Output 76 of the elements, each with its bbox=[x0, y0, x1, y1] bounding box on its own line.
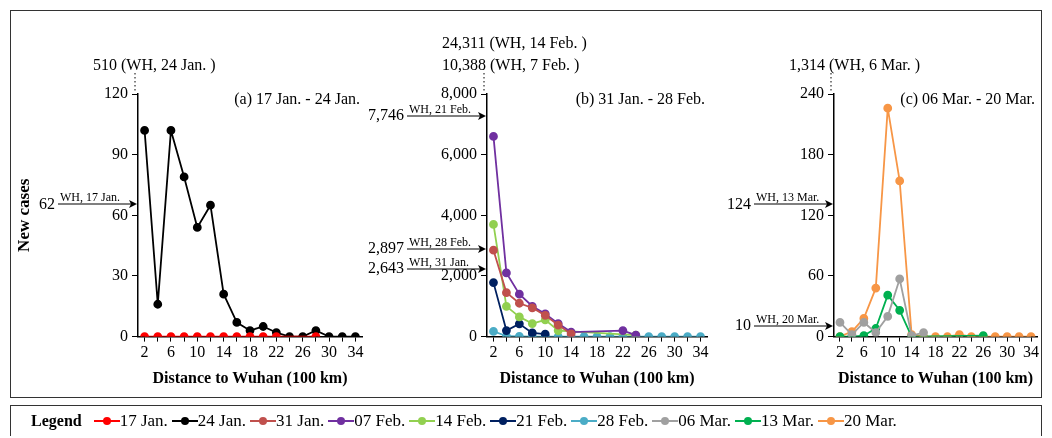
legend-label: 06 Mar. bbox=[678, 411, 732, 431]
x-tick-label: 2 bbox=[489, 343, 498, 361]
x-tick-label: 26 bbox=[640, 343, 657, 361]
y-tick-label: 0 bbox=[816, 326, 824, 344]
legend-label: 07 Feb. bbox=[354, 411, 406, 431]
x-tick-label: 34 bbox=[347, 343, 364, 361]
x-tick-label: 6 bbox=[515, 343, 524, 361]
y-tick-label: 8,000 bbox=[441, 84, 477, 102]
text: 7,746 bbox=[368, 106, 404, 124]
text: WH, 17 Jan. bbox=[60, 190, 120, 205]
x-tick-label: 2 bbox=[140, 343, 149, 361]
text: WH, 28 Feb. bbox=[409, 234, 471, 249]
text: WH, 20 Mar. bbox=[756, 311, 820, 326]
y-tick-label: 240 bbox=[800, 84, 824, 102]
x-tick-label: 2 bbox=[835, 343, 844, 361]
chart-title: (b) 31 Jan. - 28 Feb. bbox=[575, 90, 705, 109]
y-tick-label: 30 bbox=[112, 266, 128, 284]
y-tick-label: 2,000 bbox=[441, 266, 477, 284]
text: 2,897 bbox=[368, 238, 404, 256]
chart-title: (a) 17 Jan. - 24 Jan. bbox=[234, 90, 360, 109]
y-tick-label: 60 bbox=[808, 266, 824, 284]
chart-title: (c) 06 Mar. - 20 Mar. bbox=[900, 90, 1035, 109]
y-tick-label: 4,000 bbox=[441, 205, 477, 223]
x-tick-label: 22 bbox=[951, 343, 968, 361]
legend-label: 21 Feb. bbox=[516, 411, 568, 431]
x-tick-label: 14 bbox=[563, 343, 580, 361]
x-tick-label: 10 bbox=[537, 343, 554, 361]
text: WH, 13 Mar. bbox=[756, 190, 820, 205]
y-tick-label: 90 bbox=[112, 144, 128, 162]
x-tick-label: 26 bbox=[294, 343, 311, 361]
x-axis-title: Distance to Wuhan (100 km) bbox=[152, 368, 348, 387]
text: 62 bbox=[39, 194, 55, 212]
legend-label: 20 Mar. bbox=[843, 411, 897, 431]
x-axis-title: Distance to Wuhan (100 km) bbox=[838, 368, 1033, 387]
legend-label: 17 Jan. bbox=[119, 411, 168, 431]
text: WH, 31 Jan. bbox=[409, 254, 469, 269]
legend-label: 13 Mar. bbox=[761, 411, 814, 431]
x-tick-label: 10 bbox=[189, 343, 206, 361]
text: WH, 21 Feb. bbox=[409, 102, 471, 116]
text: 24,311 (WH, 14 Feb. ) bbox=[442, 34, 587, 52]
x-tick-label: 6 bbox=[166, 343, 175, 361]
x-tick-label: 18 bbox=[927, 343, 944, 361]
text: 124 bbox=[727, 194, 751, 212]
text: 2,643 bbox=[368, 258, 404, 276]
y-tick-label: 180 bbox=[800, 144, 824, 162]
y-axis-title: New cases bbox=[13, 178, 33, 252]
x-tick-label: 34 bbox=[1023, 343, 1040, 361]
x-tick-label: 30 bbox=[666, 343, 683, 361]
x-tick-label: 18 bbox=[589, 343, 605, 361]
y-tick-label: 0 bbox=[120, 326, 128, 344]
y-tick-label: 6,000 bbox=[441, 144, 477, 162]
x-tick-label: 14 bbox=[903, 343, 920, 361]
x-tick-label: 22 bbox=[268, 343, 285, 361]
x-tick-label: 34 bbox=[692, 343, 709, 361]
x-tick-label: 26 bbox=[975, 343, 992, 361]
x-tick-label: 14 bbox=[215, 343, 232, 361]
text: 510 (WH, 24 Jan. ) bbox=[93, 56, 216, 74]
legend-label: 28 Feb. bbox=[597, 411, 649, 431]
x-tick-label: 6 bbox=[859, 343, 868, 361]
x-tick-label: 18 bbox=[242, 343, 258, 361]
x-tick-label: 10 bbox=[879, 343, 896, 361]
x-tick-label: 22 bbox=[614, 343, 631, 361]
legend-label: 31 Jan. bbox=[276, 411, 325, 431]
text: 10,388 (WH, 7 Feb. ) bbox=[442, 56, 580, 74]
legend-label: 14 Feb. bbox=[435, 411, 487, 431]
y-tick-label: 120 bbox=[800, 205, 824, 223]
x-axis-title: Distance to Wuhan (100 km) bbox=[499, 368, 695, 387]
legend-label: 24 Jan. bbox=[197, 411, 247, 431]
x-tick-label: 30 bbox=[999, 343, 1016, 361]
y-tick-label: 120 bbox=[104, 84, 128, 102]
text: 1,314 (WH, 6 Mar. ) bbox=[789, 56, 921, 74]
y-tick-label: 60 bbox=[112, 205, 128, 223]
y-tick-label: 0 bbox=[469, 326, 477, 344]
x-tick-label: 30 bbox=[321, 343, 338, 361]
legend-title: Legend bbox=[31, 412, 82, 430]
text: 10 bbox=[735, 315, 751, 333]
